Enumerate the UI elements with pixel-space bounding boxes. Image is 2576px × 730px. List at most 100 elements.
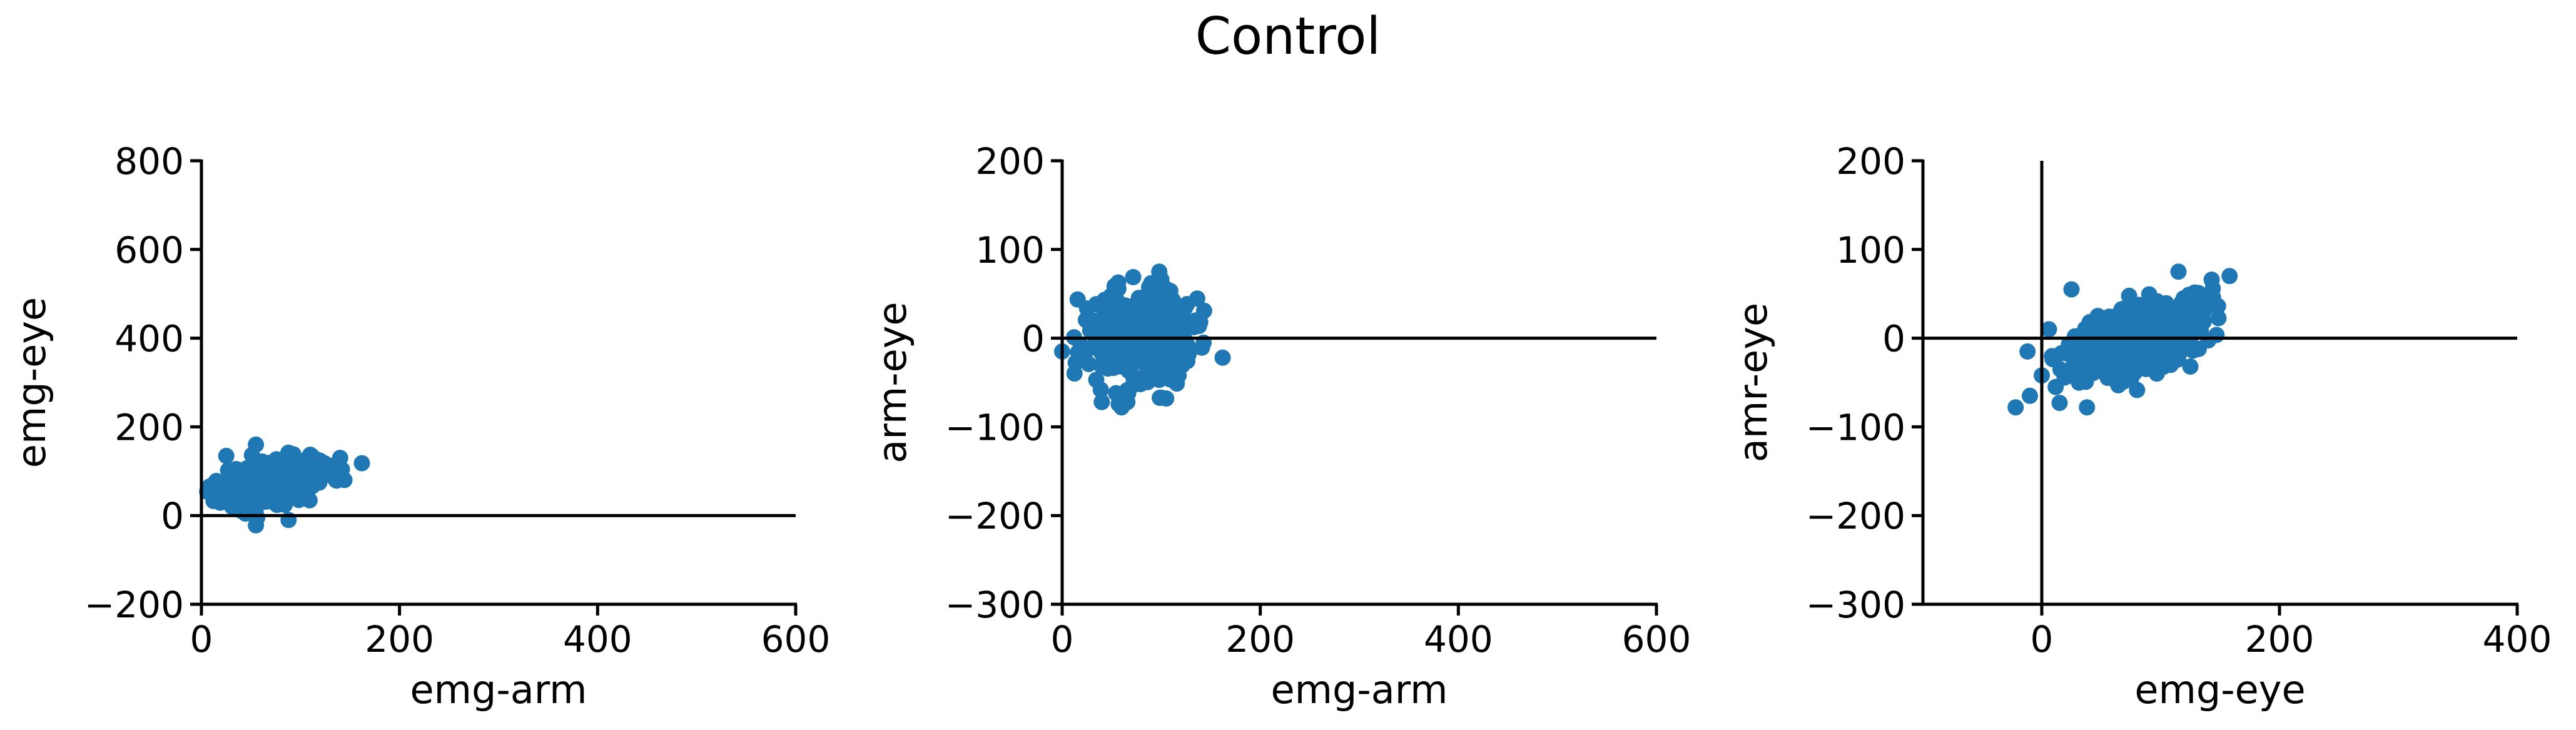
scatter-point xyxy=(2186,284,2203,301)
scatter-point xyxy=(1093,393,1110,410)
scatter-point xyxy=(353,455,370,472)
scatter-point xyxy=(280,444,297,461)
scatter-point xyxy=(1143,348,1160,365)
y-tick-label: −200 xyxy=(1806,495,1905,537)
scatter-point xyxy=(2101,308,2117,325)
scatter-panel-3: 0 200 400 −300 −200 −100 0 100 200 emg-eye amr-eye xyxy=(1730,140,2552,712)
scatter-point xyxy=(2221,268,2238,285)
x-tick-label: 200 xyxy=(365,618,434,661)
scatter-point xyxy=(2200,332,2217,349)
scatter-point xyxy=(244,476,261,493)
scatter-point xyxy=(1141,279,1157,296)
x-tick-label: 600 xyxy=(761,618,831,661)
scatter-point xyxy=(1080,355,1097,372)
scatter-point xyxy=(1179,353,1196,370)
scatter-point xyxy=(2163,357,2179,373)
scatter-point xyxy=(2077,362,2094,379)
scatter-point xyxy=(2022,387,2038,404)
figure-title: Control xyxy=(1195,7,1381,66)
y-axis-label: emg-eye xyxy=(9,297,54,468)
scatter-point xyxy=(2204,289,2221,306)
scatter-point xyxy=(1088,296,1105,313)
scatter-point xyxy=(2095,351,2112,368)
scatter-point xyxy=(326,464,343,480)
scatter-point xyxy=(1140,370,1157,387)
scatter-point xyxy=(1108,292,1125,309)
scatter-point xyxy=(1110,274,1127,291)
scatter-point xyxy=(1095,309,1112,326)
x-tick-label: 600 xyxy=(1622,618,1691,661)
y-tick-label: −200 xyxy=(945,495,1045,537)
scatter-point xyxy=(1214,349,1231,366)
scatter-point xyxy=(2129,382,2146,398)
scatter-point xyxy=(1143,327,1160,343)
scatter-point xyxy=(1174,319,1191,336)
scatter-point xyxy=(2123,308,2140,325)
scatter-point xyxy=(2079,399,2096,416)
scatter-point xyxy=(1104,360,1121,376)
scatter-point xyxy=(1123,332,1140,348)
scatter-point xyxy=(2051,395,2068,412)
scatter-point xyxy=(2007,399,2024,416)
x-axis-label: emg-arm xyxy=(1270,667,1448,712)
scatter-point xyxy=(267,461,284,478)
scatter-point xyxy=(1162,283,1179,299)
y-tick-label: 400 xyxy=(114,318,184,360)
scatter-point xyxy=(1158,390,1175,407)
scatter-points xyxy=(199,436,370,534)
x-tick-label: 0 xyxy=(190,618,213,661)
scatter-point xyxy=(2182,358,2199,375)
scatter-point xyxy=(1129,293,1146,310)
scatter-point xyxy=(2060,345,2077,362)
y-tick-label: 0 xyxy=(1022,318,1045,360)
scatter-point xyxy=(1194,339,1210,356)
scatter-point xyxy=(1077,312,1094,328)
y-tick-label: −100 xyxy=(1806,406,1905,449)
scatter-point xyxy=(1121,360,1138,376)
scatter-point xyxy=(2180,306,2197,323)
x-tick-label: 200 xyxy=(2245,618,2315,661)
y-tick-label: −300 xyxy=(945,584,1045,626)
scatter-point xyxy=(2106,360,2123,377)
scatter-point xyxy=(1066,365,1083,382)
y-tick-label: 200 xyxy=(114,406,184,449)
scatter-point xyxy=(1098,341,1115,358)
y-axis-label: amr-eye xyxy=(1730,303,1776,462)
scatter-point xyxy=(208,472,225,489)
scatter-point xyxy=(2141,297,2158,313)
y-tick-label: −100 xyxy=(945,406,1045,449)
scatter-point xyxy=(1113,399,1130,416)
scatter-point xyxy=(1189,290,1205,307)
y-tick-label: 100 xyxy=(1836,229,1905,271)
y-tick-label: −200 xyxy=(84,584,184,626)
scatter-point xyxy=(253,465,270,482)
scatter-point xyxy=(302,469,319,486)
y-axis-label: arm-eye xyxy=(870,302,915,463)
scatter-point xyxy=(2158,303,2175,320)
scatter-point xyxy=(2044,348,2061,365)
scatter-point xyxy=(1125,269,1142,285)
x-tick-label: 400 xyxy=(1424,618,1493,661)
y-tick-label: 200 xyxy=(1836,140,1905,183)
y-tick-label: 800 xyxy=(114,140,184,183)
scatter-point xyxy=(2019,343,2036,360)
y-tick-label: 0 xyxy=(161,495,184,537)
x-tick-label: 400 xyxy=(2483,618,2552,661)
scatter-point xyxy=(1187,312,1204,329)
scatter-point xyxy=(248,517,265,534)
x-tick-label: 200 xyxy=(1225,618,1295,661)
scatter-point xyxy=(228,490,245,507)
scatter-point xyxy=(332,450,348,466)
scatter-panel-2: 0 200 400 600 −300 −200 −100 0 100 200 emg-arm arm-… xyxy=(870,140,1691,712)
scatter-point xyxy=(2111,318,2127,335)
scatter-point xyxy=(2210,310,2227,327)
y-tick-label: 100 xyxy=(975,229,1045,271)
x-tick-label: 400 xyxy=(563,618,632,661)
scatter-point xyxy=(223,462,240,479)
x-axis-label: emg-arm xyxy=(410,667,587,712)
panels: 0 200 400 600−2000200400600800emg-armemg-ey… xyxy=(9,140,2552,712)
scatter-point xyxy=(2041,321,2057,338)
scatter-point xyxy=(2071,374,2087,391)
scatter-point xyxy=(301,492,318,509)
